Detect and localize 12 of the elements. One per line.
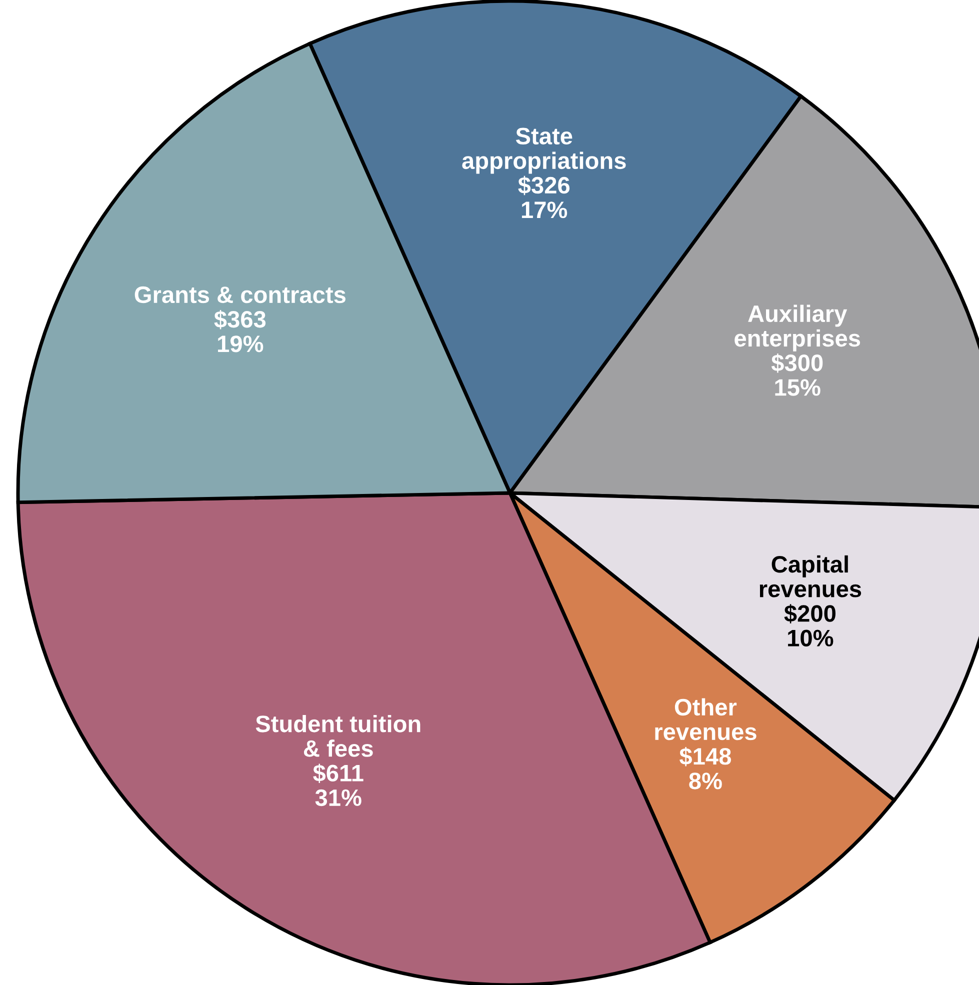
slice-label: State appropriations <box>462 128 626 174</box>
slice-label: Student tuition & fees <box>256 714 420 757</box>
data-label: $148 8% <box>680 746 731 790</box>
slice-label: Capital revenues <box>760 555 862 598</box>
data-label: $300 15% <box>771 354 823 396</box>
data-label: $363 19% <box>214 310 266 352</box>
data-label: $611 31% <box>313 764 364 806</box>
slice-label: Grants & contracts <box>134 286 346 304</box>
slice-label: Other revenues <box>655 698 756 740</box>
slice-label: Auxiliary enterprises <box>734 304 860 352</box>
data-label: $326 17% <box>518 176 570 218</box>
data-label: $200 10% <box>784 604 836 646</box>
